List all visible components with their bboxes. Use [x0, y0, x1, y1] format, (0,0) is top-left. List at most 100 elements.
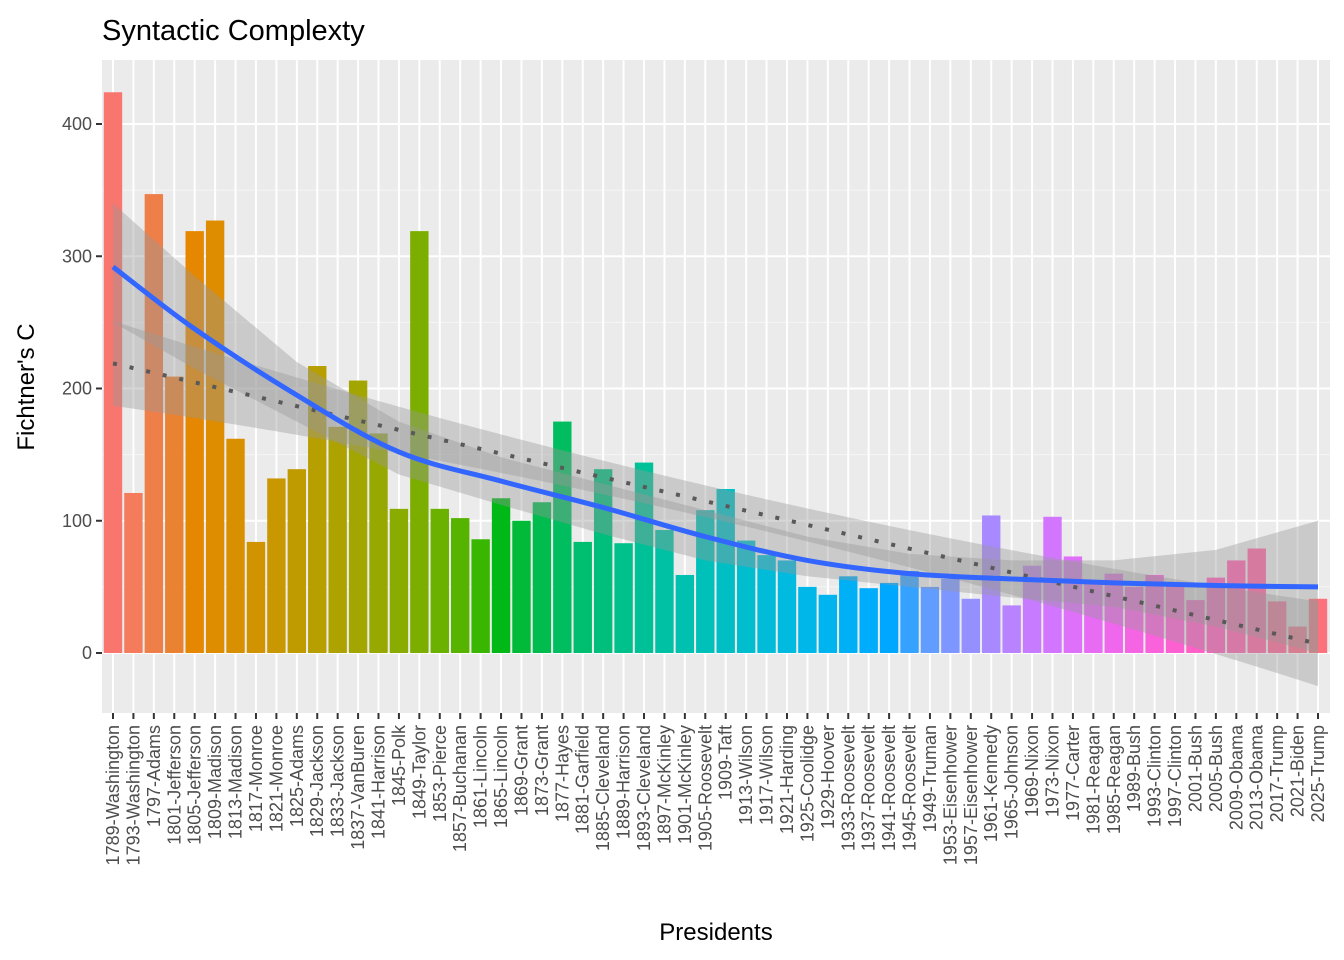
x-tick-label: 1925-Coolidge	[797, 725, 817, 842]
x-tick-label: 2005-Bush	[1206, 725, 1226, 812]
x-tick-label: 1921-Harding	[777, 725, 797, 834]
bar	[144, 194, 164, 653]
x-tick-label: 1829-Jackson	[307, 725, 327, 837]
bar	[798, 586, 817, 653]
bar	[696, 510, 715, 653]
x-tick-label: 1893-Cleveland	[634, 725, 654, 851]
x-tick-label: 1797-Adams	[144, 725, 164, 827]
x-tick-label: 1821-Monroe	[266, 725, 286, 832]
x-tick-label: 1993-Clinton	[1145, 725, 1165, 827]
x-tick-label: 1877-Hayes	[552, 725, 572, 822]
bar	[1022, 565, 1042, 653]
x-tick-label: 2017-Trump	[1267, 725, 1287, 822]
bar	[941, 578, 960, 653]
bar	[369, 433, 388, 653]
bar	[1002, 605, 1021, 653]
x-tick-label: 1957-Eisenhower	[961, 725, 981, 865]
x-tick-label: 1885-Cleveland	[593, 725, 613, 851]
bar	[532, 502, 552, 653]
x-tick-label: 1861-Lincoln	[471, 725, 491, 828]
bars	[103, 92, 1328, 654]
bar	[553, 421, 572, 653]
x-tick-label: 1969-Nixon	[1022, 725, 1042, 817]
x-tick-label: 1865-Lincoln	[491, 725, 511, 828]
x-tick-label: 2009-Obama	[1226, 724, 1246, 830]
bar	[573, 541, 592, 653]
bar	[1124, 586, 1144, 653]
x-tick-label: 1789-Washington	[103, 725, 123, 865]
x-tick-label: 1953-Eisenhower	[940, 725, 960, 865]
bar	[675, 574, 695, 653]
y-tick-label: 200	[62, 379, 92, 399]
bar	[389, 508, 409, 653]
x-tick-label: 1973-Nixon	[1042, 725, 1062, 817]
bar	[348, 380, 368, 653]
bar	[491, 498, 511, 653]
bar	[757, 555, 776, 653]
x-tick-label: 2021-Biden	[1288, 725, 1308, 817]
chart-title: Syntactic Complexty	[102, 15, 365, 47]
x-tick-label: 1997-Clinton	[1165, 725, 1185, 827]
bar	[634, 462, 654, 653]
bar	[614, 543, 633, 653]
loess-trend-line	[111, 264, 1319, 590]
x-tick-label: 1913-Wilson	[736, 725, 756, 825]
bar	[103, 92, 123, 653]
bar	[1084, 582, 1103, 653]
x-tick-label: 1809-Madison	[205, 725, 225, 839]
x-tick-label: 1985-Reagan	[1104, 725, 1124, 834]
y-tick-label: 300	[62, 246, 92, 266]
bar	[982, 515, 1001, 653]
x-tick-label: 1869-Grant	[511, 725, 531, 816]
x-tick-label: 1857-Buchanan	[450, 725, 470, 852]
y-tick-label: 400	[62, 114, 92, 134]
bar	[1247, 548, 1266, 653]
bar	[1267, 601, 1287, 653]
x-tick-label: 1977-Carter	[1063, 725, 1083, 821]
x-tick-label: 1981-Reagan	[1083, 725, 1103, 834]
x-tick-label: 1897-McKinley	[654, 725, 674, 844]
x-tick-label: 1917-Wilson	[757, 725, 777, 825]
x-tick-label: 1945-Roosevelt	[900, 725, 920, 851]
bar	[410, 231, 429, 653]
x-tick-label: 1933-Roosevelt	[838, 725, 858, 851]
x-tick-label: 1905-Roosevelt	[695, 725, 715, 851]
x-tick-label: 1833-Jackson	[328, 725, 348, 837]
x-tick-label: 1989-Bush	[1124, 725, 1144, 812]
bar	[777, 560, 797, 653]
x-tick-label: 1793-Washington	[123, 725, 143, 865]
bar	[1145, 574, 1164, 653]
bar	[328, 426, 347, 653]
bar	[900, 571, 919, 653]
x-tick-label: 1965-Johnson	[1002, 725, 1022, 839]
x-tick-label: 2001-Bush	[1185, 725, 1205, 812]
bar	[430, 508, 449, 653]
x-tick-label: 1813-Madison	[226, 725, 246, 839]
bar	[961, 598, 980, 653]
x-tick-label: 1837-VanBuren	[348, 725, 368, 850]
x-tick-label: 1909-Taft	[716, 725, 736, 800]
x-tick-label: 2013-Obama	[1247, 724, 1267, 830]
x-tick-label: 1805-Jefferson	[185, 725, 205, 845]
x-tick-label: 1841-Harrison	[369, 725, 389, 839]
x-tick-label: 1889-Harrison	[614, 725, 634, 839]
x-tick-label: 1961-Kennedy	[981, 725, 1001, 842]
bar	[593, 469, 613, 653]
y-tick-label: 0	[82, 643, 92, 663]
bar	[1043, 516, 1062, 653]
linear-confidence-band	[113, 321, 1318, 687]
x-tick-label: 1873-Grant	[532, 725, 552, 816]
bar	[512, 520, 531, 653]
x-tick-label: 1817-Monroe	[246, 725, 266, 832]
y-axis-title: Fichtner's C	[13, 323, 40, 450]
bar	[185, 231, 204, 653]
bar	[1308, 598, 1328, 653]
bar	[655, 530, 674, 653]
x-tick-label: 2025-Trump	[1308, 725, 1328, 822]
x-tick-label: 1937-Roosevelt	[859, 725, 879, 851]
bar	[205, 220, 225, 654]
bar	[1206, 577, 1226, 653]
trend-lines	[111, 264, 1319, 646]
x-tick-label: 1825-Adams	[287, 725, 307, 827]
